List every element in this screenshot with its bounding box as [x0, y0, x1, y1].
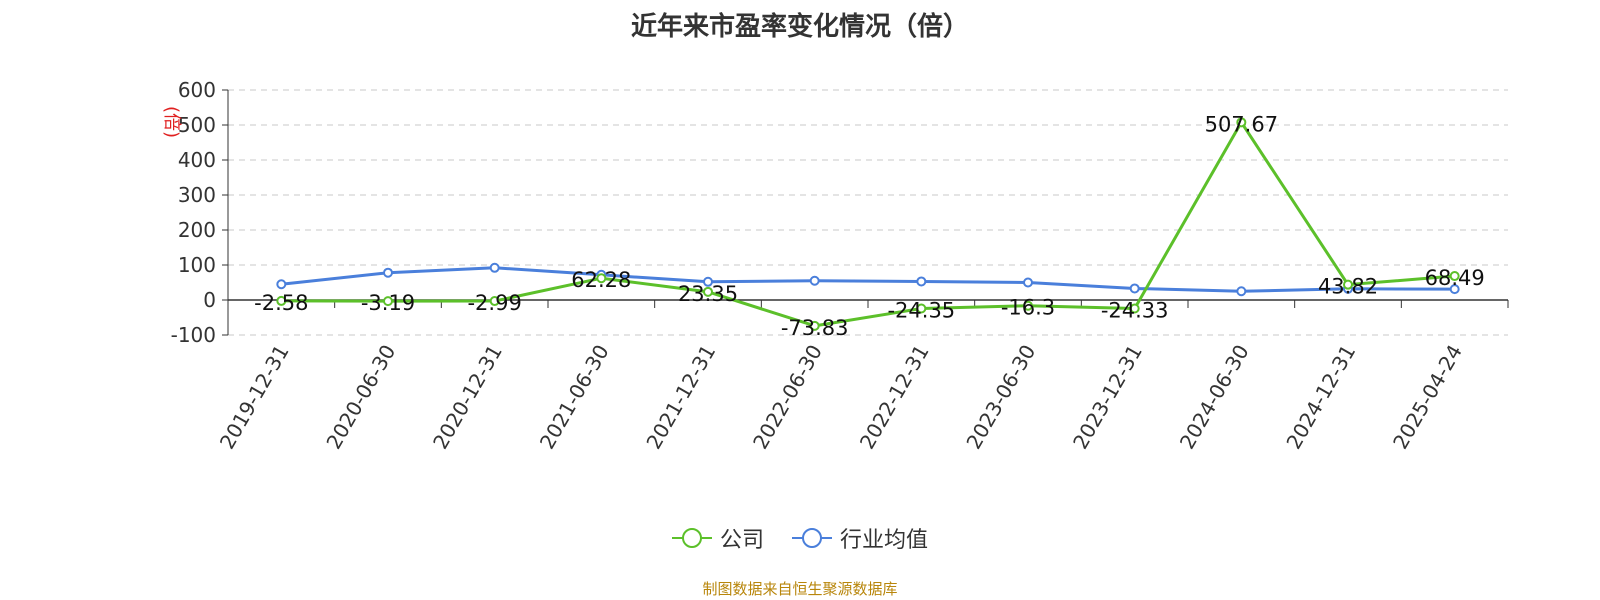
y-tick-label: 200	[178, 218, 216, 242]
legend-label-company: 公司	[719, 528, 764, 553]
chart-title: 近年来市盈率变化情况（倍）	[630, 12, 969, 42]
data-point-industry	[1129, 283, 1140, 294]
data-label-company: 68.49	[1425, 266, 1485, 290]
data-point-company	[383, 296, 393, 307]
y-tick-label: -100	[171, 323, 216, 347]
y-tick-label: 600	[178, 78, 216, 102]
x-tick-label: 2021-12-31	[641, 341, 720, 454]
data-point-industry	[383, 267, 393, 278]
y-tick-label: 0	[203, 288, 216, 312]
data-point-company	[1343, 279, 1353, 290]
data-labels: -2.58 -3.19 -2.99 62.28 23.35 -73.83 -24.35 -16…	[254, 112, 1485, 340]
legend-line-icon	[671, 528, 712, 548]
series-lines	[276, 117, 1460, 331]
legend-line-icon	[792, 528, 832, 548]
x-tick-label: 2022-12-31	[855, 340, 934, 453]
x-tick-label: 2020-06-30	[321, 341, 400, 454]
data-label-company: -2.99	[467, 291, 521, 315]
y-axis-label: (倍)	[161, 106, 182, 138]
source-note: 制图数据来自恒生聚源数据库	[702, 580, 898, 598]
axes: -100 0 100 200 300 400 500 600 2019-12-31 2020-06…	[171, 78, 1509, 454]
data-label-company: -16.3	[1001, 296, 1055, 320]
data-point-company	[809, 320, 820, 331]
y-tick-label: 400	[178, 148, 216, 172]
legend-item-industry[interactable]: 行业均值	[792, 522, 928, 554]
data-point-industry	[1023, 277, 1033, 288]
data-point-industry	[703, 276, 713, 287]
data-point-company	[916, 303, 927, 314]
x-tick-label: 2019-12-31	[215, 341, 294, 454]
data-label-company: 507.67	[1205, 112, 1278, 136]
x-tick-label: 2023-06-30	[961, 341, 1040, 454]
data-label-company: -24.35	[887, 299, 955, 323]
data-label-company: 43.82	[1318, 275, 1378, 299]
y-tick-label: 100	[178, 253, 216, 277]
data-point-company	[1023, 300, 1033, 311]
data-point-company	[276, 295, 287, 306]
data-point-company	[1129, 303, 1140, 314]
data-point-industry	[276, 279, 287, 290]
x-tick-label: 2023-12-31	[1068, 341, 1147, 454]
data-point-industry	[809, 275, 820, 286]
y-tick-label: 300	[178, 183, 216, 207]
data-label-company: -24.33	[1101, 299, 1169, 323]
data-point-company	[1449, 271, 1460, 282]
data-label-company: -2.58	[254, 291, 308, 315]
legend-item-company[interactable]: 公司	[671, 522, 764, 554]
data-point-company	[1236, 117, 1247, 128]
series-line-industry	[281, 266, 1455, 293]
x-tick-label: 2022-06-30	[748, 341, 827, 454]
legend-label-industry: 行业均值	[840, 528, 929, 553]
data-point-industry	[1236, 286, 1247, 297]
y-tick-label: 500	[178, 113, 216, 137]
data-label-company: 62.28	[571, 268, 631, 292]
gridlines	[228, 89, 1508, 336]
data-point-company	[703, 286, 713, 297]
data-point-company	[489, 296, 500, 307]
x-tick-label: 2025-04-24	[1388, 341, 1467, 454]
data-label-company: -73.83	[781, 316, 849, 340]
data-point-industry	[489, 262, 500, 273]
data-label-company: 23.35	[678, 282, 738, 306]
x-tick-label: 2020-12-31	[428, 340, 507, 453]
data-point-company	[596, 273, 607, 284]
series-line-company	[281, 120, 1455, 328]
data-label-company: -3.19	[361, 291, 415, 315]
x-tick-label: 2024-06-30	[1175, 341, 1254, 454]
x-tick-label: 2021-06-30	[535, 341, 614, 454]
x-tick-label: 2024-12-31	[1281, 341, 1360, 454]
data-point-industry	[916, 276, 927, 287]
legend: 公司 行业均值	[0, 522, 1600, 554]
data-point-industry	[1449, 284, 1460, 295]
